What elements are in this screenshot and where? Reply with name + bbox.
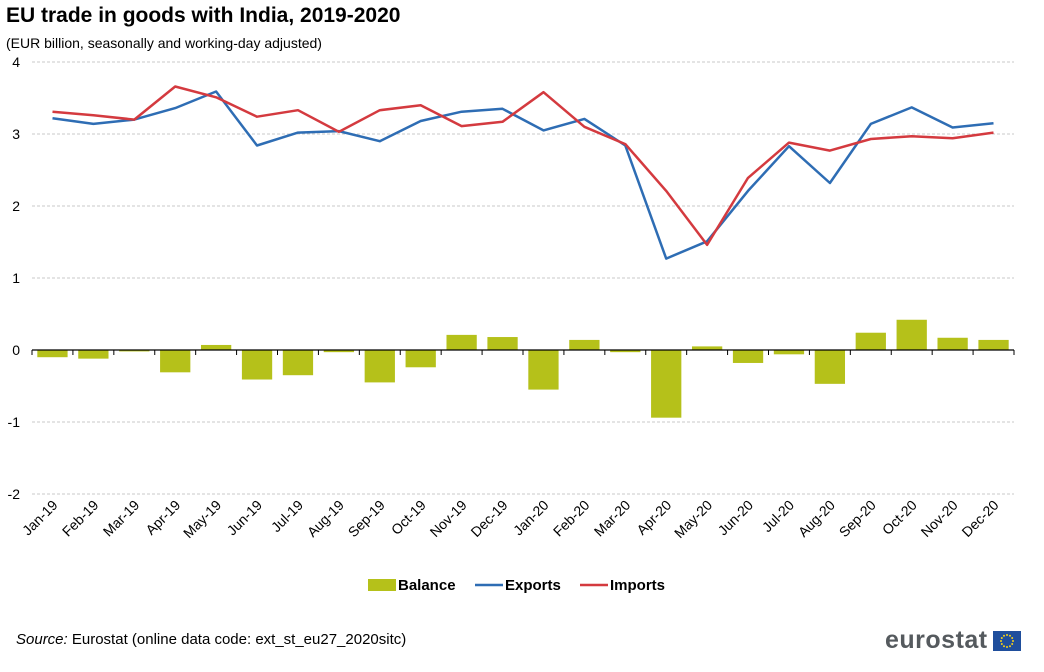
legend-swatch-balance (368, 579, 396, 591)
x-tick-label: Aug-19 (304, 497, 347, 540)
balance-bar (528, 350, 559, 390)
x-tick-label: Jul-19 (268, 497, 306, 535)
balance-bar (978, 339, 1009, 350)
balance-bar (37, 350, 68, 358)
x-tick-label: Sep-19 (345, 497, 388, 540)
x-tick-label: Feb-20 (550, 497, 593, 540)
balance-bar (569, 339, 600, 350)
balance-bar (160, 350, 191, 373)
x-tick-label: Nov-19 (427, 497, 470, 540)
y-tick-label: 2 (12, 198, 20, 214)
x-tick-label: Jul-20 (759, 497, 797, 535)
legend-label-imports: Imports (610, 577, 665, 594)
x-tick-label: Jan-19 (19, 497, 61, 539)
exports-line (52, 90, 994, 260)
y-tick-label: 3 (12, 126, 20, 142)
x-tick-label: Aug-20 (795, 497, 838, 540)
balance-bar (773, 350, 805, 355)
balance-bar (651, 350, 682, 418)
balance-bar (78, 350, 109, 359)
y-tick-label: 4 (12, 54, 20, 70)
balance-bar (241, 350, 273, 380)
imports-line (52, 85, 994, 247)
source-label: Source: (16, 631, 68, 648)
balance-bar (610, 350, 641, 353)
legend-label-exports: Exports (505, 577, 561, 594)
x-tick-label: Feb-19 (59, 497, 102, 540)
balance-bar (323, 350, 355, 353)
y-tick-label: 1 (12, 270, 20, 286)
logo-text: eurostat (885, 626, 988, 654)
balance-bar (732, 350, 764, 363)
balance-bar (446, 334, 477, 350)
y-tick-label: -1 (8, 414, 21, 430)
x-tick-label: Oct-20 (879, 497, 920, 538)
x-tick-label: Mar-20 (591, 497, 634, 540)
chart-subtitle: (EUR billion, seasonally and working-day… (6, 35, 322, 51)
balance-bar (364, 350, 395, 383)
balance-bar (691, 346, 723, 350)
x-tick-label: Dec-19 (467, 497, 510, 540)
x-tick-label: May-19 (180, 497, 224, 541)
balance-bar (896, 319, 927, 350)
y-tick-label: 0 (12, 342, 20, 358)
balance-bar (814, 350, 846, 384)
legend-label-balance: Balance (398, 577, 456, 594)
x-tick-label: Mar-19 (100, 497, 143, 540)
balance-bar (200, 344, 232, 350)
balance-bar (487, 337, 518, 350)
balance-bar (855, 332, 886, 350)
x-tick-label: May-20 (671, 497, 715, 541)
eu-flag-icon (992, 630, 1021, 651)
source-text: Eurostat (online data code: ext_st_eu27_… (67, 631, 407, 648)
eurostat-logo: eurostat (885, 626, 1021, 655)
x-tick-label: Jan-20 (510, 497, 552, 539)
balance-bar (405, 350, 436, 368)
chart-title: EU trade in goods with India, 2019-2020 (6, 4, 401, 27)
x-tick-label: Jun-20 (715, 497, 757, 539)
balance-bar (937, 337, 968, 350)
x-tick-label: Oct-19 (388, 497, 429, 538)
x-tick-label: Nov-20 (918, 497, 961, 540)
x-tick-label: Jun-19 (224, 497, 266, 539)
balance-bar (119, 350, 150, 352)
x-tick-label: Dec-20 (958, 497, 1001, 540)
y-tick-label: -2 (8, 486, 21, 502)
x-tick-label: Apr-20 (633, 497, 674, 538)
x-tick-label: Apr-19 (142, 497, 183, 538)
x-tick-label: Sep-20 (836, 497, 879, 540)
balance-bar (282, 350, 314, 376)
source-note: Source: Eurostat (online data code: ext_… (16, 631, 406, 648)
